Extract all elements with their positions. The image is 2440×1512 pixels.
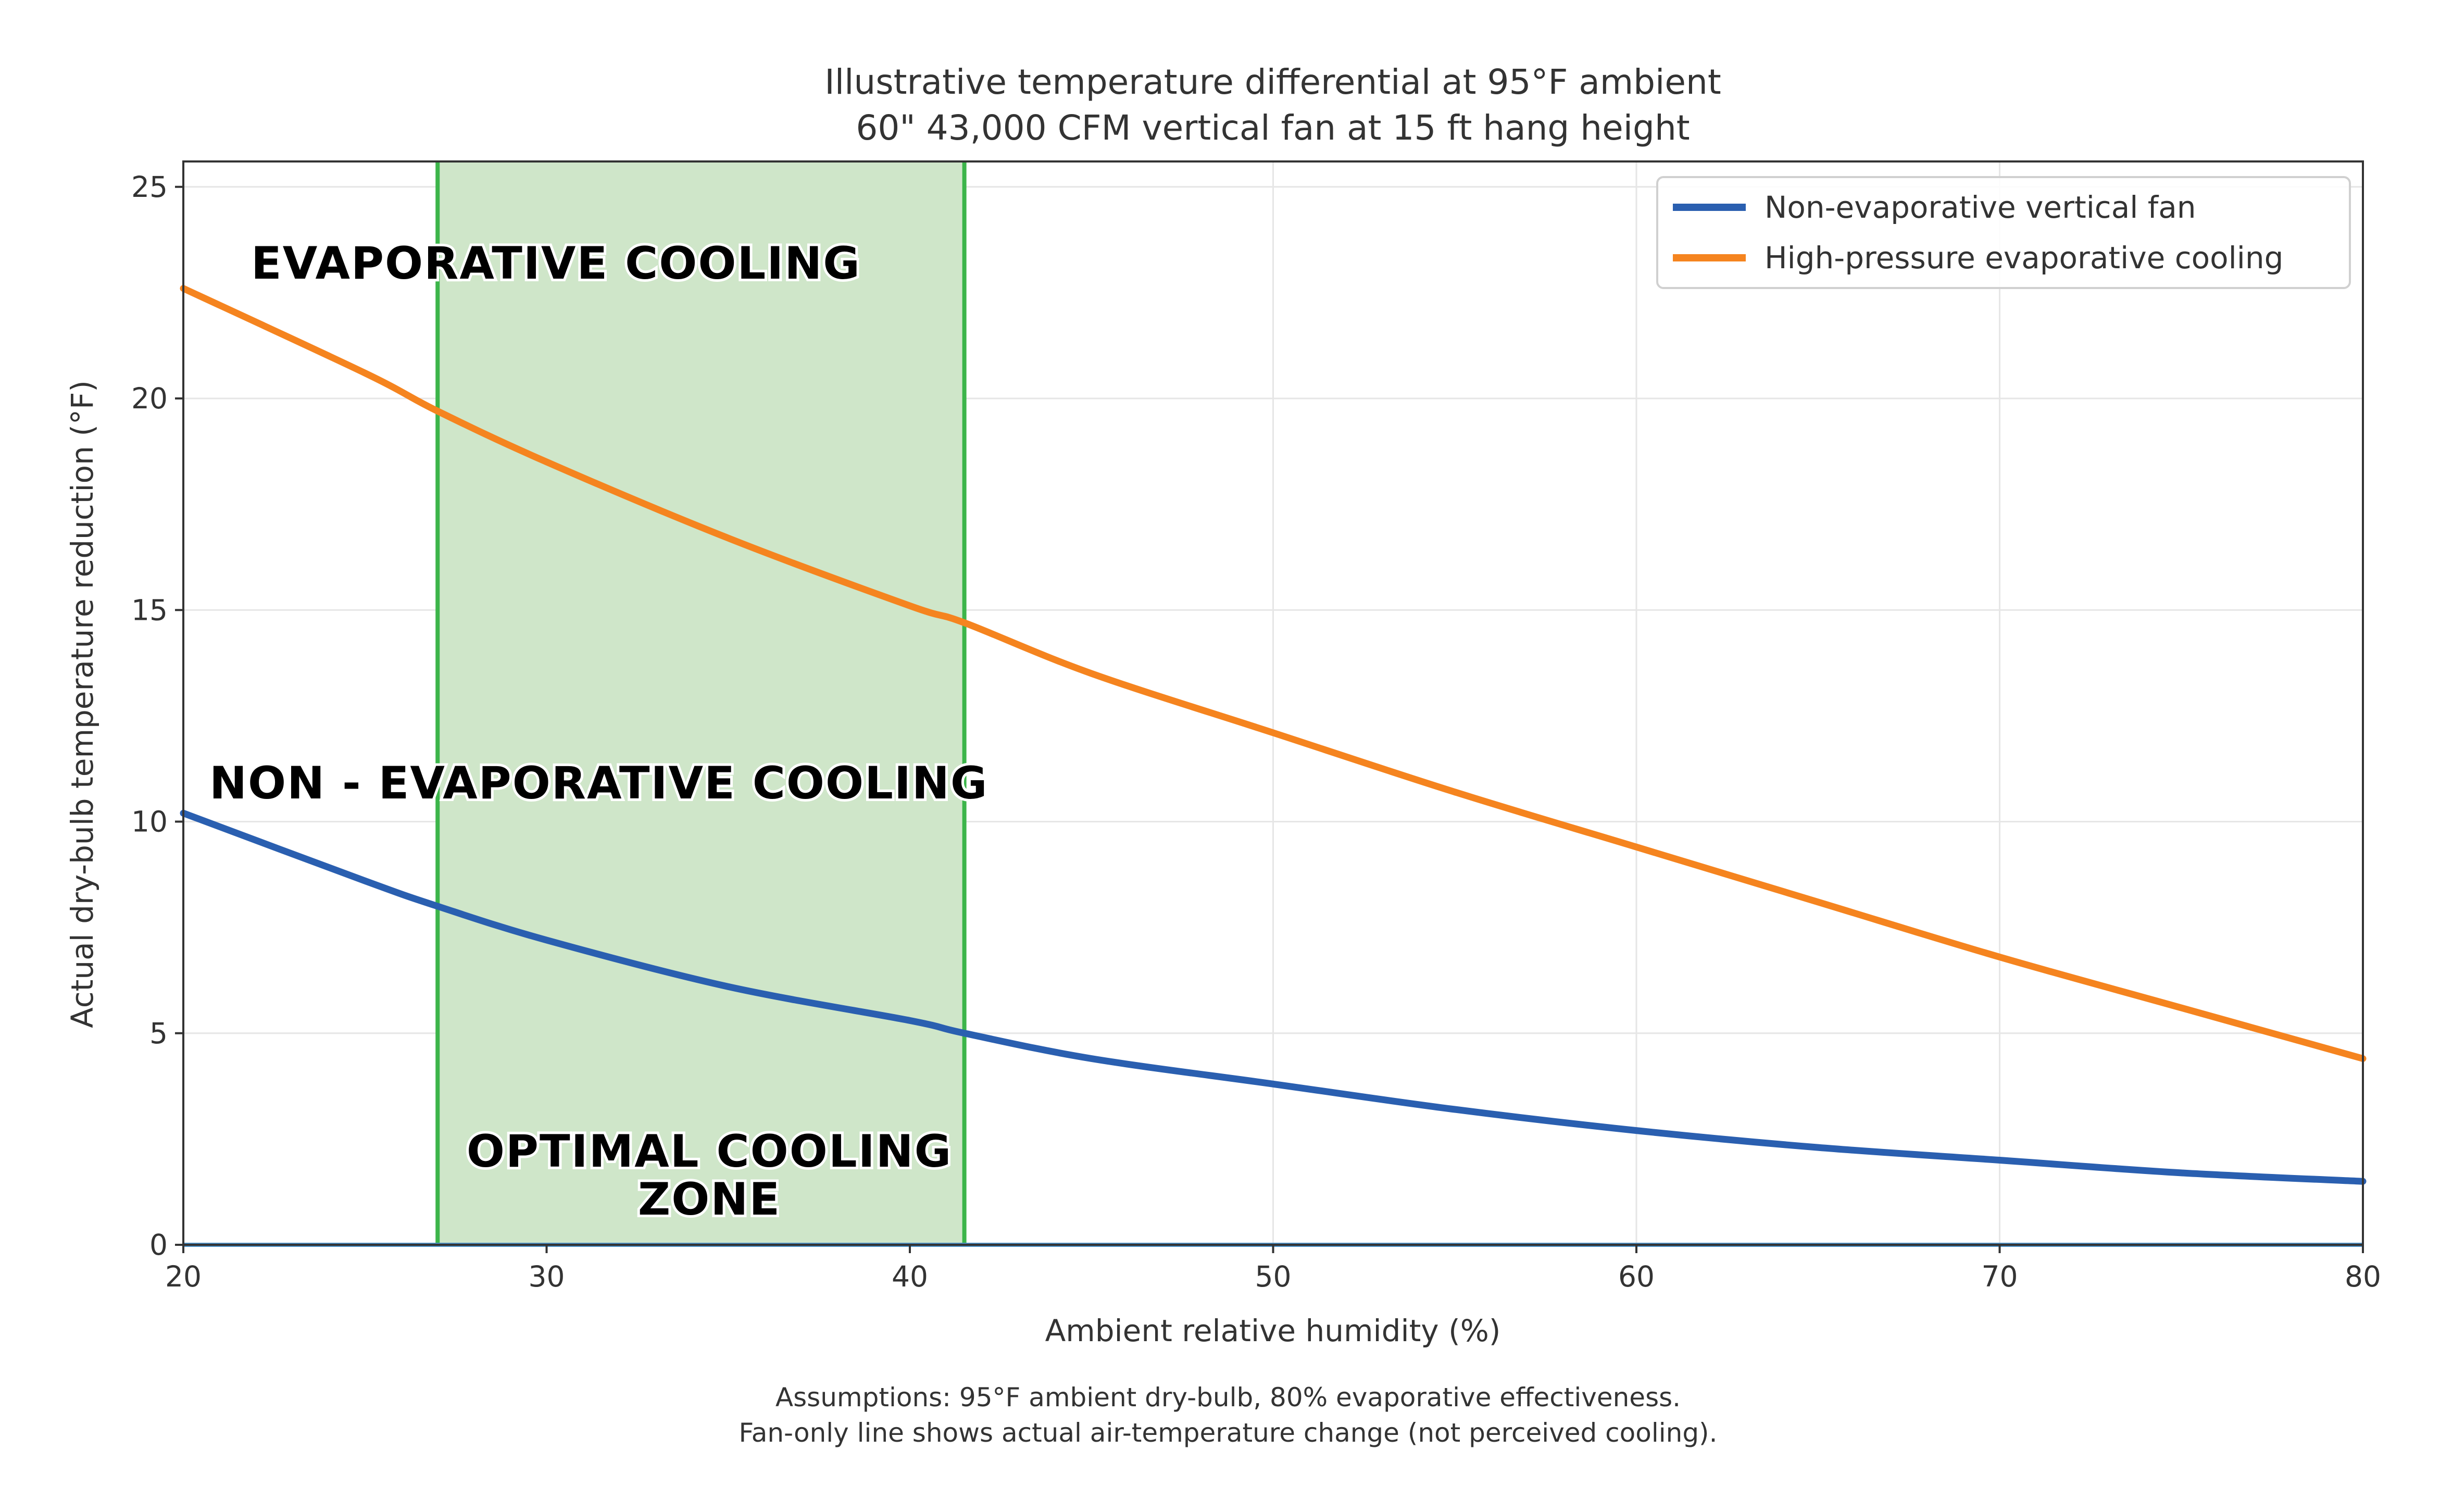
- x-tick-label-5: 70: [1982, 1260, 2018, 1293]
- x-tick-label-6: 80: [2345, 1260, 2381, 1293]
- legend-label-non-evaporative: Non-evaporative vertical fan: [1765, 190, 2196, 225]
- legend: Non-evaporative vertical fan High-pressu…: [1656, 176, 2351, 289]
- y-tick-label-3: 15: [131, 593, 168, 627]
- fan-only-note: Fan-only line shows actual air-temperatu…: [739, 1418, 1718, 1448]
- x-tick-label-4: 60: [1618, 1260, 1655, 1293]
- x-tick-label-0: 20: [165, 1260, 202, 1293]
- annotation-non-evaporative-cooling: NON - EVAPORATIVE COOLING: [209, 757, 988, 809]
- y-axis-label: Actual dry-bulb temperature reduction (°…: [65, 380, 100, 1028]
- y-axis-ticks: 0 5 10 15 20 25: [131, 170, 183, 1261]
- legend-box: [1656, 176, 2351, 289]
- y-tick-label-5: 25: [131, 170, 168, 204]
- annotation-evaporative-cooling: EVAPORATIVE COOLING: [251, 238, 861, 290]
- x-axis-label: Ambient relative humidity (%): [1045, 1313, 1501, 1348]
- y-tick-label-0: 0: [149, 1228, 168, 1261]
- optimal-zone-layer: [435, 161, 967, 1245]
- legend-label-evaporative: High-pressure evaporative cooling: [1765, 240, 2283, 276]
- chart-subtitle: 60" 43,000 CFM vertical fan at 15 ft han…: [856, 108, 1690, 148]
- x-axis-ticks: 20 30 40 50 60 70 80: [165, 1245, 2381, 1293]
- x-tick-label-2: 40: [892, 1260, 928, 1293]
- y-tick-label-4: 20: [131, 382, 168, 415]
- y-tick-label-1: 5: [149, 1017, 168, 1050]
- assumptions-note: Assumptions: 95°F ambient dry-bulb, 80% …: [775, 1382, 1681, 1413]
- series-layer: [180, 285, 2367, 1185]
- y-tick-label-2: 10: [131, 805, 168, 839]
- annotation-optimal-cooling: OPTIMAL COOLING: [467, 1126, 952, 1178]
- x-tick-label-1: 30: [529, 1260, 565, 1293]
- x-tick-label-3: 50: [1255, 1260, 1292, 1293]
- optimal-zone-fill: [437, 161, 965, 1245]
- series-line-non-evaporative: [180, 809, 2367, 1185]
- series-line-evaporative: [180, 285, 2367, 1062]
- chart-title: Illustrative temperature differential at…: [824, 62, 1721, 102]
- annotation-zone: ZONE: [638, 1173, 781, 1226]
